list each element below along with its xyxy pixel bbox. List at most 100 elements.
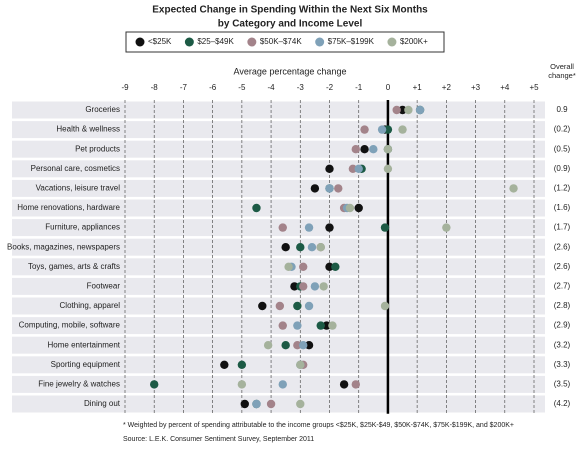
dot bbox=[354, 203, 363, 213]
dot bbox=[275, 301, 285, 311]
dot bbox=[237, 380, 247, 389]
legend-marker bbox=[247, 37, 257, 47]
row-band bbox=[12, 219, 545, 237]
category-label: Clothing, apparel bbox=[60, 301, 121, 310]
dot bbox=[325, 164, 334, 173]
dot bbox=[415, 105, 425, 115]
dot bbox=[316, 321, 325, 330]
dot bbox=[354, 164, 363, 173]
dot bbox=[240, 399, 249, 409]
overall-value: (2.6) bbox=[554, 262, 571, 271]
dot bbox=[299, 282, 308, 291]
legend-marker bbox=[315, 37, 325, 47]
row-band bbox=[12, 238, 545, 256]
dot bbox=[325, 262, 334, 271]
dot bbox=[380, 223, 390, 232]
dot bbox=[380, 301, 390, 311]
row-band bbox=[12, 121, 545, 139]
dot bbox=[351, 380, 360, 389]
chart-title: Expected Change in Spending Within the N… bbox=[152, 5, 428, 16]
category-label: Sporting equipment bbox=[51, 360, 121, 369]
row-band bbox=[12, 336, 545, 354]
category-label: Computing, mobile, software bbox=[19, 321, 121, 330]
dot bbox=[293, 301, 302, 311]
category-label: Pet products bbox=[75, 144, 120, 153]
footnote: * Weighted by percent of spending attrib… bbox=[123, 422, 514, 429]
row-band bbox=[12, 258, 545, 276]
dot bbox=[299, 262, 308, 271]
dot bbox=[328, 321, 337, 330]
dot bbox=[383, 145, 393, 154]
dot bbox=[360, 145, 369, 154]
dot bbox=[398, 105, 407, 115]
x-tick-label: +4 bbox=[500, 83, 510, 92]
overall-value: (3.3) bbox=[554, 360, 571, 369]
x-tick-label: +5 bbox=[529, 83, 539, 92]
category-label: Health & wellness bbox=[56, 125, 120, 134]
dot bbox=[290, 282, 299, 291]
overall-value: (0.9) bbox=[554, 164, 571, 173]
dot bbox=[307, 243, 317, 252]
category-label: Toys, games, arts & crafts bbox=[28, 262, 120, 271]
category-label: Footwear bbox=[87, 282, 121, 291]
overall-value: (2.6) bbox=[554, 242, 571, 251]
source: Source: L.E.K. Consumer Sentiment Survey… bbox=[123, 436, 314, 443]
category-label: Groceries bbox=[85, 105, 120, 114]
dot bbox=[310, 184, 320, 193]
dot bbox=[266, 399, 276, 409]
overall-value: (3.5) bbox=[554, 380, 571, 389]
overall-value: (1.2) bbox=[554, 184, 571, 193]
x-axis-label: Average percentage change bbox=[234, 66, 347, 76]
legend-marker bbox=[387, 37, 397, 47]
legend-label: $50K–$74K bbox=[260, 37, 302, 46]
dot bbox=[404, 105, 413, 115]
dot bbox=[237, 360, 247, 369]
dot bbox=[252, 399, 261, 409]
x-tick-label: -9 bbox=[121, 83, 129, 92]
dot bbox=[258, 301, 267, 311]
dot bbox=[392, 105, 401, 115]
legend-marker bbox=[184, 37, 194, 47]
category-label: Home renovations, hardware bbox=[17, 203, 120, 212]
dot bbox=[369, 145, 378, 154]
row-band bbox=[12, 395, 545, 413]
legend-label: <$25K bbox=[148, 37, 172, 46]
dot bbox=[252, 203, 261, 213]
dot bbox=[296, 360, 305, 369]
dot bbox=[296, 399, 305, 409]
category-label: Personal care, cosmetics bbox=[31, 164, 120, 173]
dot bbox=[509, 184, 518, 193]
dot bbox=[281, 243, 290, 252]
row-band bbox=[12, 199, 545, 217]
row-band bbox=[12, 277, 545, 295]
overall-value: (4.2) bbox=[554, 399, 571, 408]
dot bbox=[319, 282, 328, 291]
legend-label: $25–$49K bbox=[197, 37, 234, 46]
dot bbox=[293, 341, 302, 350]
row-band bbox=[12, 317, 545, 335]
dot bbox=[442, 223, 451, 232]
x-tick-label: +3 bbox=[471, 83, 481, 92]
x-tick-label: -4 bbox=[268, 83, 276, 92]
overall-value: (3.2) bbox=[554, 340, 571, 349]
dot bbox=[293, 321, 302, 330]
category-label: Vacations, leisure travel bbox=[36, 184, 121, 193]
category-label: Home entertainment bbox=[48, 340, 121, 349]
dot bbox=[325, 184, 334, 193]
dot bbox=[263, 341, 273, 350]
dot bbox=[331, 262, 340, 271]
dot bbox=[345, 203, 355, 213]
dot bbox=[278, 380, 287, 389]
x-tick-label: -5 bbox=[238, 83, 246, 92]
dot bbox=[322, 321, 331, 330]
dot bbox=[377, 125, 387, 134]
x-tick-label: -2 bbox=[326, 83, 334, 92]
dot bbox=[304, 341, 314, 350]
dot bbox=[278, 223, 287, 232]
category-label: Furniture, appliances bbox=[45, 223, 120, 232]
legend-label: $75K–$199K bbox=[328, 37, 375, 46]
dot bbox=[325, 223, 334, 232]
dot bbox=[150, 380, 159, 389]
